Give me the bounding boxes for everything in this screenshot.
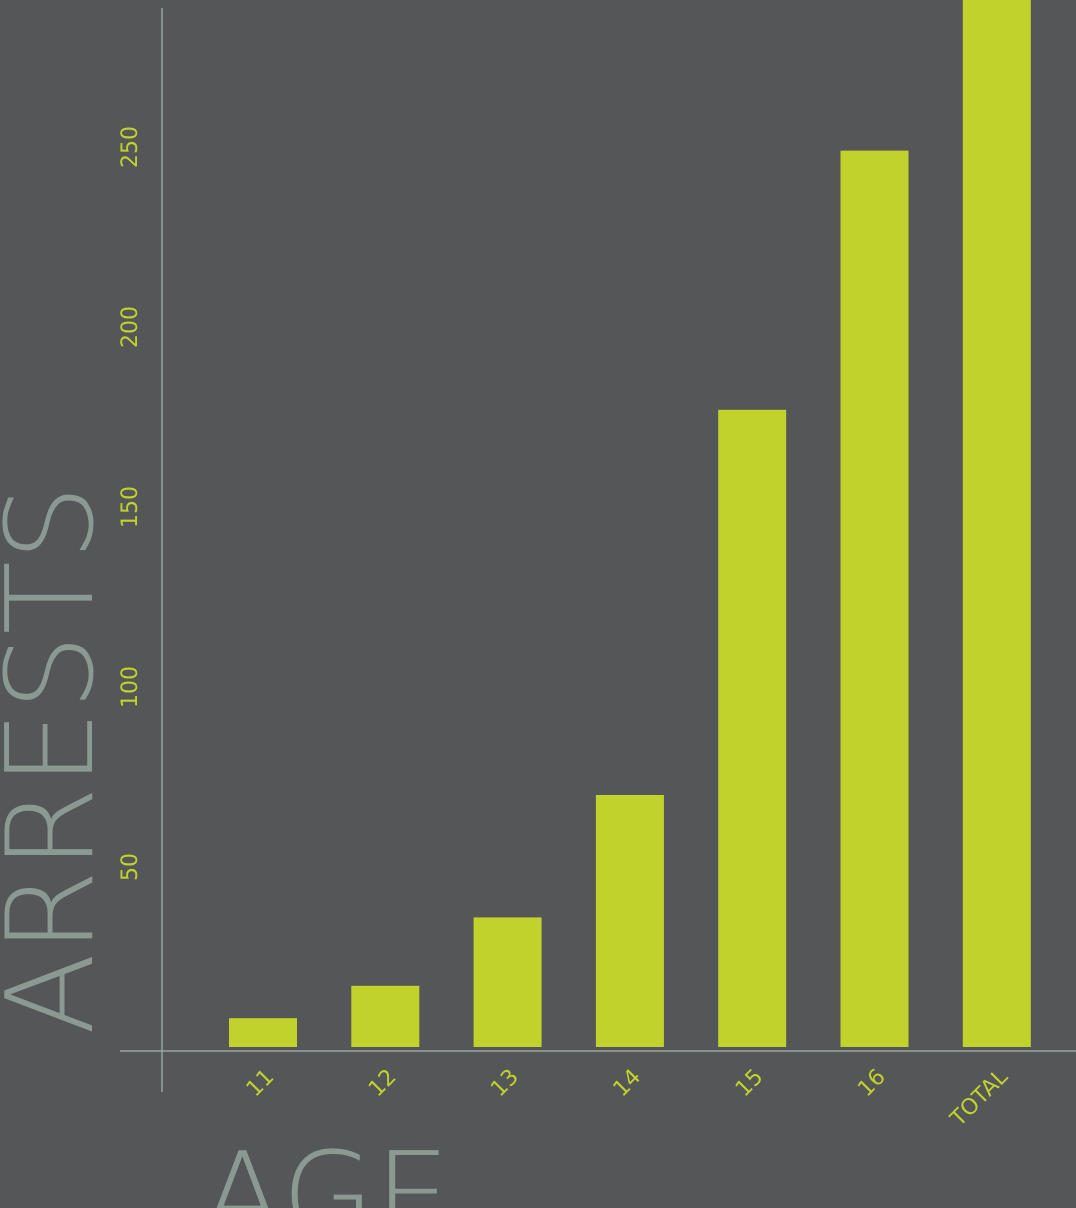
x-tick-label: 11 [242, 1065, 279, 1102]
y-tick-label: 200 [118, 306, 143, 348]
bar-12 [351, 985, 420, 1047]
y-tick-labels: 50100150200250300350400450500550 [118, 126, 143, 881]
bar-11 [229, 1018, 297, 1047]
bar-14 [595, 795, 664, 1047]
bars [229, 0, 1031, 1048]
bar-15 [718, 409, 787, 1047]
y-tick-label: 50 [118, 853, 143, 881]
bar-16 [840, 150, 909, 1048]
x-tick-label: 13 [486, 1065, 523, 1102]
bar-total [962, 0, 1031, 1047]
x-tick-label: 12 [364, 1065, 401, 1102]
x-tick-labels: 11 12 13 14 15 16 TOTAL [242, 1064, 1014, 1132]
x-tick-label: 16 [853, 1065, 890, 1102]
x-tick-label: 15 [731, 1065, 768, 1102]
y-tick-label: 100 [118, 666, 143, 708]
y-tick-label: 150 [118, 486, 143, 528]
y-axis-title: ARRESTS [0, 485, 121, 1035]
x-tick-label: TOTAL [945, 1064, 1013, 1132]
x-tick-label: 14 [609, 1065, 646, 1102]
bar-13 [473, 917, 542, 1047]
y-tick-label: 250 [118, 126, 143, 168]
x-axis-title: AGE [202, 1128, 451, 1208]
